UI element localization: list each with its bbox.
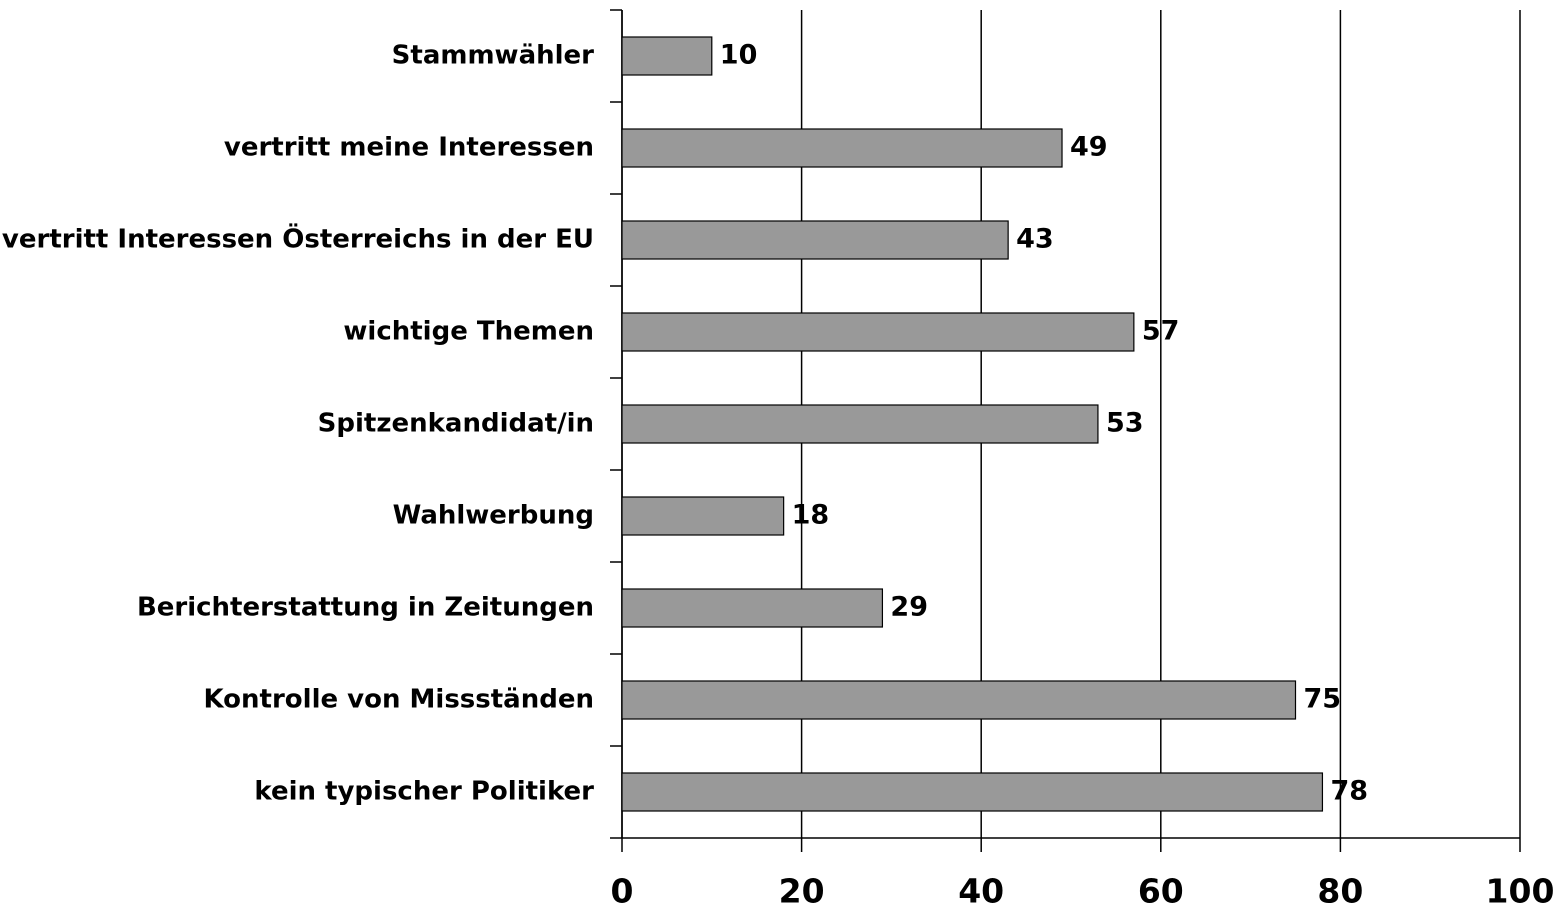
value-label: 78: [1330, 776, 1368, 807]
y-tick-label: vertritt meine Interessen: [224, 133, 594, 163]
y-tick-label: Berichterstattung in Zeitungen: [137, 593, 594, 623]
bar: [621, 36, 713, 76]
y-tick-label: Wahlwerbung: [393, 501, 594, 531]
x-tick-label: 20: [779, 872, 825, 911]
bar: [621, 772, 1324, 812]
value-label: 57: [1142, 316, 1180, 347]
bar: [621, 680, 1297, 720]
y-tick-label: Kontrolle von Missständen: [203, 685, 594, 715]
bar: [621, 312, 1135, 352]
y-tick-label: vertritt Interessen Österreichs in der E…: [2, 222, 594, 255]
y-tick-label: kein typischer Politiker: [254, 777, 594, 807]
value-label: 43: [1016, 224, 1054, 255]
value-label: 29: [890, 592, 928, 623]
bar: [621, 128, 1063, 168]
value-label: 75: [1304, 684, 1342, 715]
bar: [621, 220, 1009, 260]
x-tick-label: 40: [958, 872, 1004, 911]
value-label: 18: [792, 500, 830, 531]
x-tick-label: 80: [1317, 872, 1363, 911]
x-tick-label: 0: [611, 872, 634, 911]
value-label: 10: [720, 40, 758, 71]
y-tick-label: wichtige Themen: [343, 317, 594, 347]
value-label: 49: [1070, 132, 1108, 163]
x-tick-label: 60: [1138, 872, 1184, 911]
bar: [621, 588, 884, 628]
y-tick-label: Stammwähler: [392, 41, 595, 71]
bar: [621, 496, 785, 536]
bar: [621, 404, 1099, 444]
x-tick-label: 100: [1486, 872, 1555, 911]
value-label: 53: [1106, 408, 1144, 439]
y-tick-label: Spitzenkandidat/in: [318, 409, 594, 439]
